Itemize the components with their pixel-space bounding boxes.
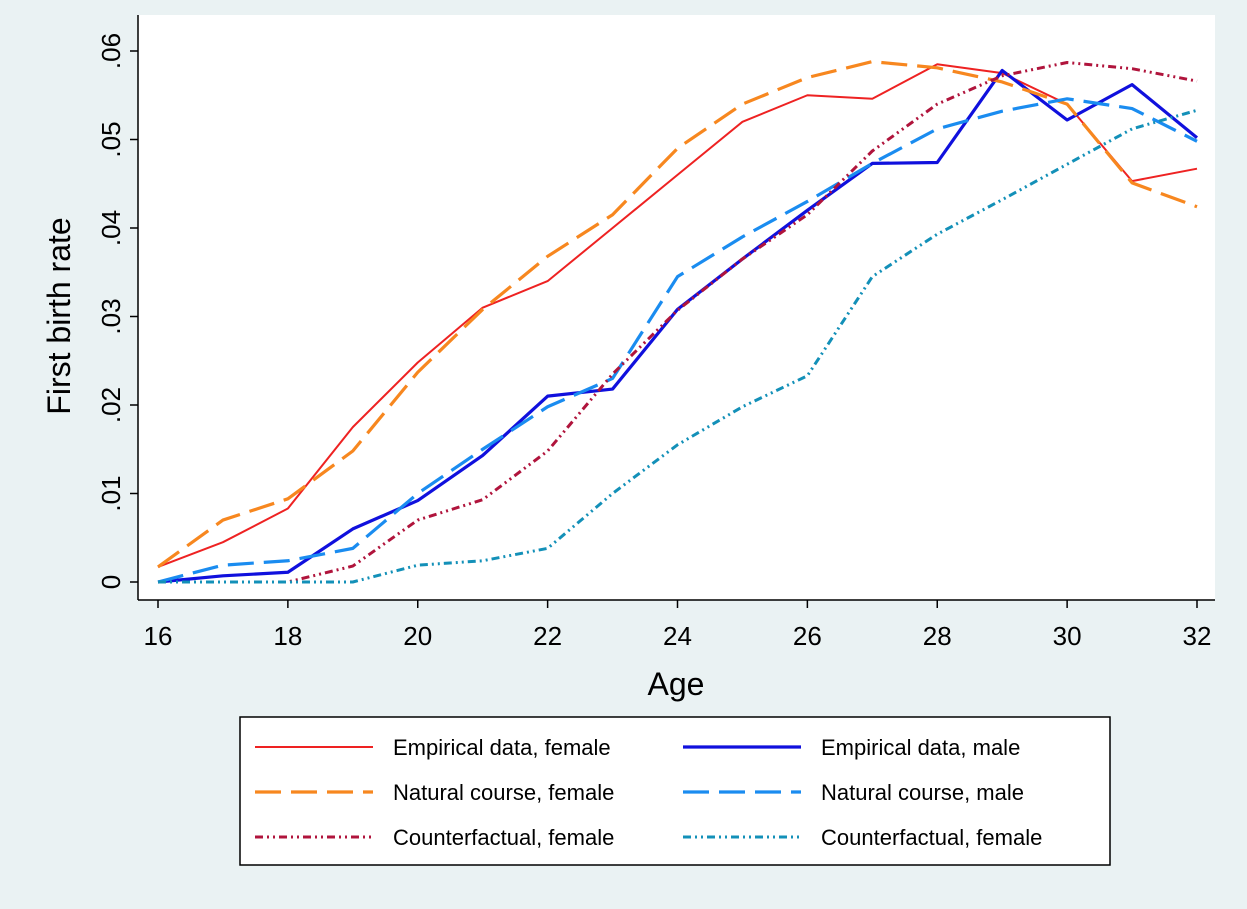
y-tick-label: .03 [96,298,126,334]
x-tick-label: 28 [923,621,952,651]
x-tick-label: 20 [403,621,432,651]
series-line [157,97,1198,584]
y-tick-label: .02 [96,387,126,423]
legend [239,716,1111,866]
legend-label: Counterfactual, female [821,825,1042,850]
y-tick-label: .06 [96,33,126,69]
x-tick-label: 26 [793,621,822,651]
x-tick-label: 32 [1183,621,1212,651]
x-tick-label: 30 [1053,621,1082,651]
x-tick-label: 22 [533,621,562,651]
legend-label: Natural course, male [821,780,1024,805]
y-tick-label: .05 [96,121,126,157]
legend-label: Empirical data, male [821,735,1020,760]
x-tick-label: 16 [144,621,173,651]
legend-label: Natural course, female [393,780,614,805]
legend-label: Counterfactual, female [393,825,614,850]
y-tick-label: .04 [96,210,126,246]
x-tick-label: 18 [273,621,302,651]
series-line [158,61,1198,584]
y-axis-title: First birth rate [41,217,77,414]
legend-label: Empirical data, female [393,735,611,760]
series-line [157,60,1198,569]
x-axis-title: Age [648,666,705,702]
x-tick-label: 24 [663,621,692,651]
plot-area [138,15,1215,600]
series-line [157,63,1198,568]
series-line [158,108,1198,584]
series-line [157,68,1199,584]
y-tick-label: 0 [96,575,126,589]
y-tick-label: .01 [96,475,126,511]
